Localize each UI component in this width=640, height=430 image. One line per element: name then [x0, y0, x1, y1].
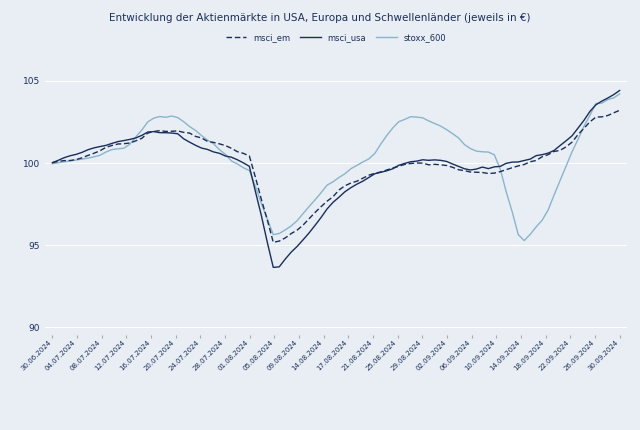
Line: stoxx_600: stoxx_600: [52, 94, 620, 241]
Legend: msci_em, msci_usa, stoxx_600: msci_em, msci_usa, stoxx_600: [225, 34, 447, 43]
Line: msci_usa: msci_usa: [52, 90, 620, 267]
msci_usa: [574, 126, 582, 131]
stoxx_600: [520, 238, 528, 243]
msci_em: [359, 175, 367, 181]
stoxx_600: [353, 163, 361, 168]
stoxx_600: [293, 218, 301, 223]
Text: Entwicklung der Aktienmärkte in USA, Europa und Schwellenländer (jeweils in €): Entwicklung der Aktienmärkte in USA, Eur…: [109, 13, 531, 23]
msci_usa: [49, 160, 56, 166]
msci_usa: [210, 149, 218, 154]
msci_em: [616, 108, 623, 113]
msci_usa: [269, 265, 277, 270]
msci_em: [574, 132, 582, 137]
msci_usa: [126, 137, 134, 142]
msci_em: [126, 141, 134, 146]
stoxx_600: [126, 141, 134, 147]
msci_em: [210, 140, 218, 145]
msci_usa: [300, 237, 307, 243]
Line: msci_em: msci_em: [52, 110, 620, 242]
msci_em: [269, 240, 277, 245]
stoxx_600: [616, 91, 623, 96]
stoxx_600: [574, 137, 582, 142]
msci_em: [341, 183, 349, 188]
stoxx_600: [335, 175, 343, 180]
msci_usa: [341, 189, 349, 194]
msci_usa: [359, 178, 367, 184]
msci_usa: [616, 88, 623, 93]
msci_em: [300, 222, 307, 227]
stoxx_600: [210, 141, 218, 146]
stoxx_600: [49, 161, 56, 166]
msci_em: [49, 160, 56, 165]
